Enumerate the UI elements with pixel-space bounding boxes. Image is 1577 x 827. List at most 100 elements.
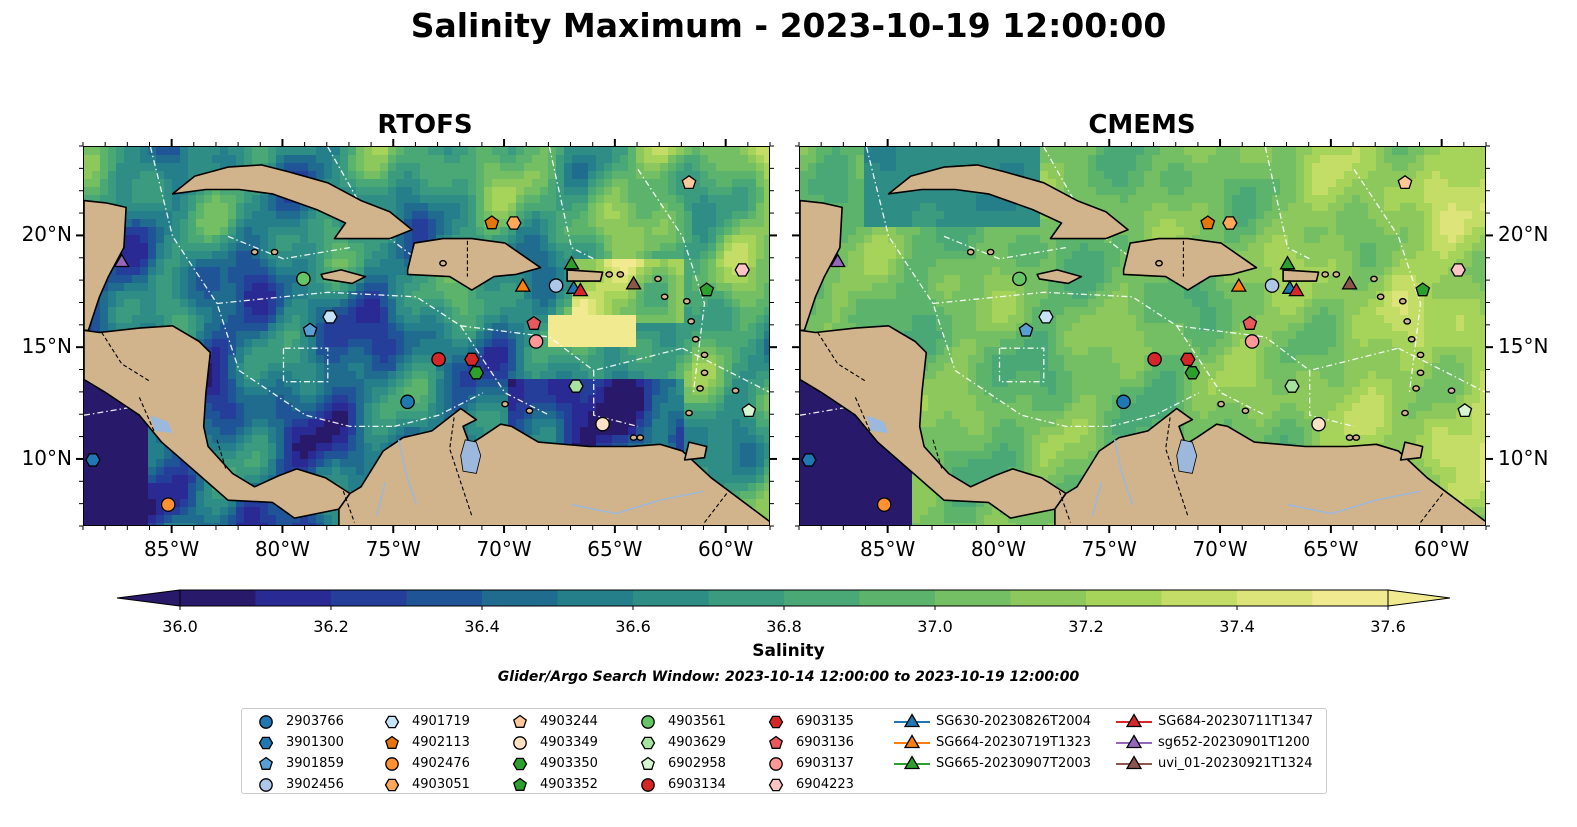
- observation-SG665-20230907T2003[interactable]: [563, 255, 580, 270]
- legend-marker-circle-icon: [641, 778, 655, 792]
- observation-3901859[interactable]: [1018, 322, 1034, 337]
- panel-title-cmems: CMEMS: [1088, 110, 1196, 140]
- figure-title: Salinity Maximum - 2023-10-19 12:00:00: [410, 6, 1167, 45]
- observation-4902476[interactable]: [876, 497, 892, 512]
- land-puertorico: [1282, 269, 1320, 282]
- land-cuba: [887, 164, 1129, 240]
- observation-uvi_01-20230921T1324[interactable]: [1341, 275, 1358, 290]
- observation-3902456[interactable]: [1264, 278, 1280, 293]
- legend-label: 4903051: [412, 777, 470, 792]
- observation-SG684-20230711T1347[interactable]: [1288, 282, 1305, 297]
- legend-marker-hexagon-icon: [258, 736, 274, 750]
- observation-4903352[interactable]: [1415, 282, 1431, 297]
- legend-marker-pentagon-icon: [385, 735, 399, 749]
- observation-4903561[interactable]: [1012, 271, 1027, 287]
- colorbar-tick-label: 36.6: [615, 617, 651, 636]
- legend-marker-pentagon-icon: [641, 756, 655, 770]
- legend-label: 4903352: [540, 777, 598, 792]
- observation-4901719[interactable]: [322, 310, 338, 324]
- land-trinidad: [1399, 441, 1424, 461]
- observation-SG684-20230711T1347[interactable]: [572, 282, 589, 297]
- observation-4901719[interactable]: [1038, 310, 1054, 324]
- axis-ticks-rtofs: [76, 139, 777, 533]
- observation-4903051[interactable]: [1222, 216, 1238, 230]
- observation-4903629[interactable]: [1284, 379, 1300, 393]
- observation-4903561[interactable]: [296, 271, 311, 287]
- land-jamaica: [1036, 269, 1083, 285]
- colorbar-segment: [859, 590, 936, 606]
- observation-3902456[interactable]: [548, 278, 564, 293]
- observation-2903766[interactable]: [1116, 394, 1131, 410]
- salinity-field-cmems: [800, 147, 1485, 525]
- legend-label: 4902113: [412, 735, 470, 750]
- legend-marker-triangle-icon: [1116, 713, 1152, 728]
- legend-label: SG664-20230719T1323: [936, 735, 1092, 750]
- colorbar-label: Salinity: [752, 641, 825, 661]
- lon-tick-label: 60°W: [1414, 537, 1470, 561]
- map-panel-rtofs[interactable]: [83, 146, 770, 526]
- legend-label: 4903561: [668, 714, 726, 729]
- observation-6903134[interactable]: [1147, 352, 1162, 367]
- colorbar-tick-label: 36.2: [313, 617, 349, 636]
- lat-tick-label: 20°N: [1498, 222, 1549, 247]
- legend-marker-hexagon-icon: [512, 757, 528, 771]
- colorbar-segment: [406, 590, 483, 606]
- observation-4903051[interactable]: [506, 216, 522, 230]
- observation-3901300[interactable]: [801, 453, 817, 467]
- observation-3901859[interactable]: [302, 322, 318, 337]
- colorbar-segment: [1237, 590, 1313, 606]
- colorbar-tick-label: 37.4: [1219, 617, 1255, 636]
- observation-6904223[interactable]: [1450, 263, 1466, 277]
- land-masses: [84, 164, 769, 525]
- legend-marker-circle-icon: [641, 715, 655, 729]
- observation-sg652-20230901T1200[interactable]: [113, 253, 130, 268]
- observation-4902476[interactable]: [160, 497, 176, 512]
- observation-4902113[interactable]: [1200, 215, 1216, 230]
- observation-6904223[interactable]: [734, 263, 750, 277]
- observation-uvi_01-20230921T1324[interactable]: [625, 275, 642, 290]
- observation-4902113[interactable]: [484, 215, 500, 230]
- observation-6903136[interactable]: [1242, 315, 1258, 330]
- observation-sg652-20230901T1200[interactable]: [829, 253, 846, 268]
- lon-tick-label: 85°W: [860, 537, 916, 561]
- legend-marker-triangle-icon: [894, 755, 930, 770]
- observation-4903244[interactable]: [681, 175, 697, 190]
- legend-marker-circle-icon: [385, 757, 399, 771]
- land-cuba: [171, 164, 413, 240]
- observation-4903350[interactable]: [468, 366, 485, 380]
- observation-4903349[interactable]: [595, 416, 610, 432]
- observation-3901300[interactable]: [85, 453, 101, 467]
- land-jamaica: [320, 269, 367, 285]
- observation-6903134[interactable]: [431, 352, 446, 367]
- observation-6903135[interactable]: [464, 352, 480, 367]
- observation-4903350[interactable]: [1184, 366, 1201, 380]
- observation-4903349[interactable]: [1311, 416, 1326, 432]
- lat-tick-label: 10°N: [1498, 445, 1549, 470]
- observation-6903136[interactable]: [526, 315, 542, 330]
- colorbar-extend-high: [1387, 589, 1451, 607]
- legend-label: 4903350: [540, 756, 598, 771]
- legend-marker-pentagon-icon: [513, 777, 527, 791]
- colorbar-segment: [255, 590, 332, 606]
- observation-2903766[interactable]: [400, 394, 415, 410]
- observation-6902958[interactable]: [741, 402, 757, 418]
- map-panel-cmems[interactable]: [799, 146, 1486, 526]
- legend-label: uvi_01-20230921T1324: [1158, 756, 1313, 771]
- legend-marker-pentagon-icon: [769, 735, 783, 749]
- observation-SG664-20230719T1323[interactable]: [1230, 277, 1247, 292]
- observation-6903137[interactable]: [1244, 334, 1260, 349]
- observation-SG665-20230907T2003[interactable]: [1279, 255, 1296, 270]
- eez-boundaries: [84, 147, 769, 428]
- observation-6903135[interactable]: [1180, 352, 1196, 367]
- eez-boundaries: [800, 147, 1485, 428]
- observation-6903137[interactable]: [528, 334, 544, 349]
- rivers: [375, 439, 705, 516]
- legend-marker-hexagon-icon: [768, 778, 784, 792]
- observation-4903352[interactable]: [699, 282, 715, 297]
- observation-SG664-20230719T1323[interactable]: [514, 277, 531, 292]
- observation-4903629[interactable]: [568, 379, 584, 393]
- observation-6902958[interactable]: [1457, 402, 1473, 418]
- salinity-field-rtofs: [84, 147, 769, 525]
- lon-tick-label: 80°W: [254, 537, 311, 561]
- observation-4903244[interactable]: [1397, 175, 1413, 190]
